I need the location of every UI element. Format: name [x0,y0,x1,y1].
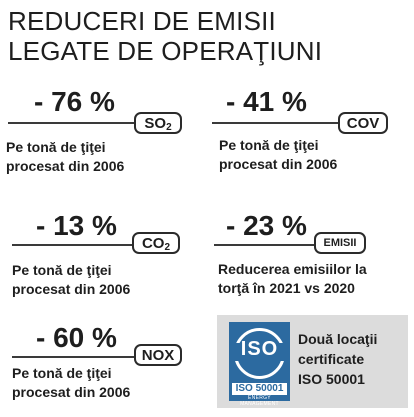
stat-description: Pe tonă de ţiţei procesat din 2006 [12,365,131,400]
stat-value: - 13 % [36,210,117,241]
page-title: REDUCERI DE EMISII LEGATE DE OPERAŢIUNI [8,6,322,66]
stat-nox: - 60 % NOX Pe tonă de ţiţei procesat din… [0,322,200,414]
iso-description: Două locaţii certificate ISO 50001 [298,331,378,387]
stat-tag: SO 2 [134,112,182,134]
iso-certification-panel: ISO ISO 50001 ENERGY MANAGEMENT Două loc… [217,315,408,408]
stat-value: - 60 % [36,322,117,353]
divider [12,244,136,246]
divider [212,122,342,124]
stat-description: Pe tonă de ţiţei procesat din 2006 [12,262,131,297]
title-line-2: LEGATE DE OPERAŢIUNI [8,36,323,66]
stat-cov: - 41 % COV Pe tonă de ţiţei procesat din… [210,86,410,186]
stat-value: - 76 % [34,86,115,117]
stat-description: Reducerea emisiilor la torţă în 2021 vs … [218,261,367,296]
stat-so2: - 76 % SO 2 Pe tonă de ţiţei procesat din… [0,86,200,186]
stat-tag: NOX [134,344,182,366]
stat-emisii: - 23 % EMISII Reducerea emisiilor la tor… [210,210,410,310]
divider [214,244,318,246]
stat-co2: - 13 % CO 2 Pe tonă de ţiţei procesat din… [0,210,200,310]
stat-description: Pe tonă de ţiţei procesat din 2006 [6,139,125,174]
divider [8,122,136,124]
stat-tag: COV [338,112,388,134]
stat-tag: EMISII [314,232,366,254]
divider [12,356,136,358]
stat-description: Pe tonă de ţiţei procesat din 2006 [219,137,338,172]
iso-logo-icon: ISO ISO 50001 ENERGY MANAGEMENT [229,322,290,407]
stat-value: - 23 % [226,210,307,241]
stat-tag: CO 2 [132,232,180,254]
stat-value: - 41 % [226,86,307,117]
title-line-1: REDUCERI DE EMISII [8,6,276,36]
